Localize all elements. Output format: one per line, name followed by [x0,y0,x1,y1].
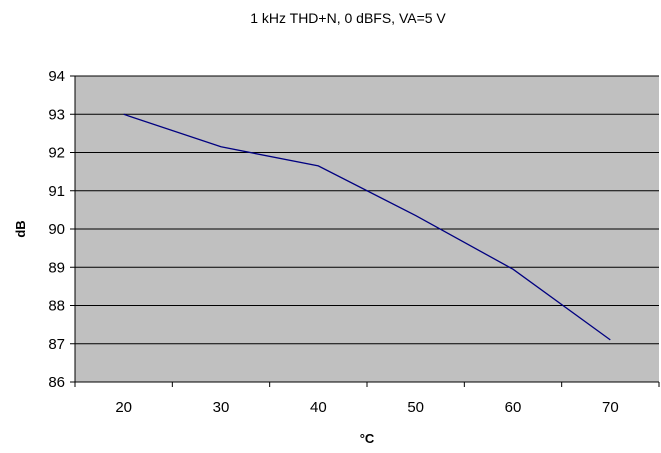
x-tick-label: 20 [115,399,132,416]
x-tick-label: 30 [213,399,230,416]
x-tick-label: 40 [310,399,327,416]
x-tick-label: 70 [602,399,619,416]
x-axis-label: °C [360,431,375,446]
y-tick-label: 91 [48,183,65,200]
axes [70,75,660,387]
y-tick-label: 86 [48,374,65,391]
y-tick-label: 92 [48,145,65,162]
series-lines [123,113,611,341]
grid-lines [75,75,659,345]
y-tick-label: 89 [48,259,65,276]
y-tick-label: 94 [48,68,65,85]
y-tick-labels: 86 87 88 89 90 91 92 93 94 [48,68,65,391]
x-tick-label: 60 [505,399,522,416]
chart-title: 1 kHz THD+N, 0 dBFS, VA=5 V [250,10,446,26]
y-tick-label: 93 [48,106,65,123]
x-tick-labels: 20 30 40 50 60 70 [115,399,618,416]
x-tick-label: 50 [407,399,424,416]
series-line-0 [123,113,611,341]
y-tick-label: 88 [48,298,65,315]
y-axis-label: dB [13,220,28,237]
y-tick-label: 87 [48,336,65,353]
y-tick-label: 90 [48,221,65,238]
